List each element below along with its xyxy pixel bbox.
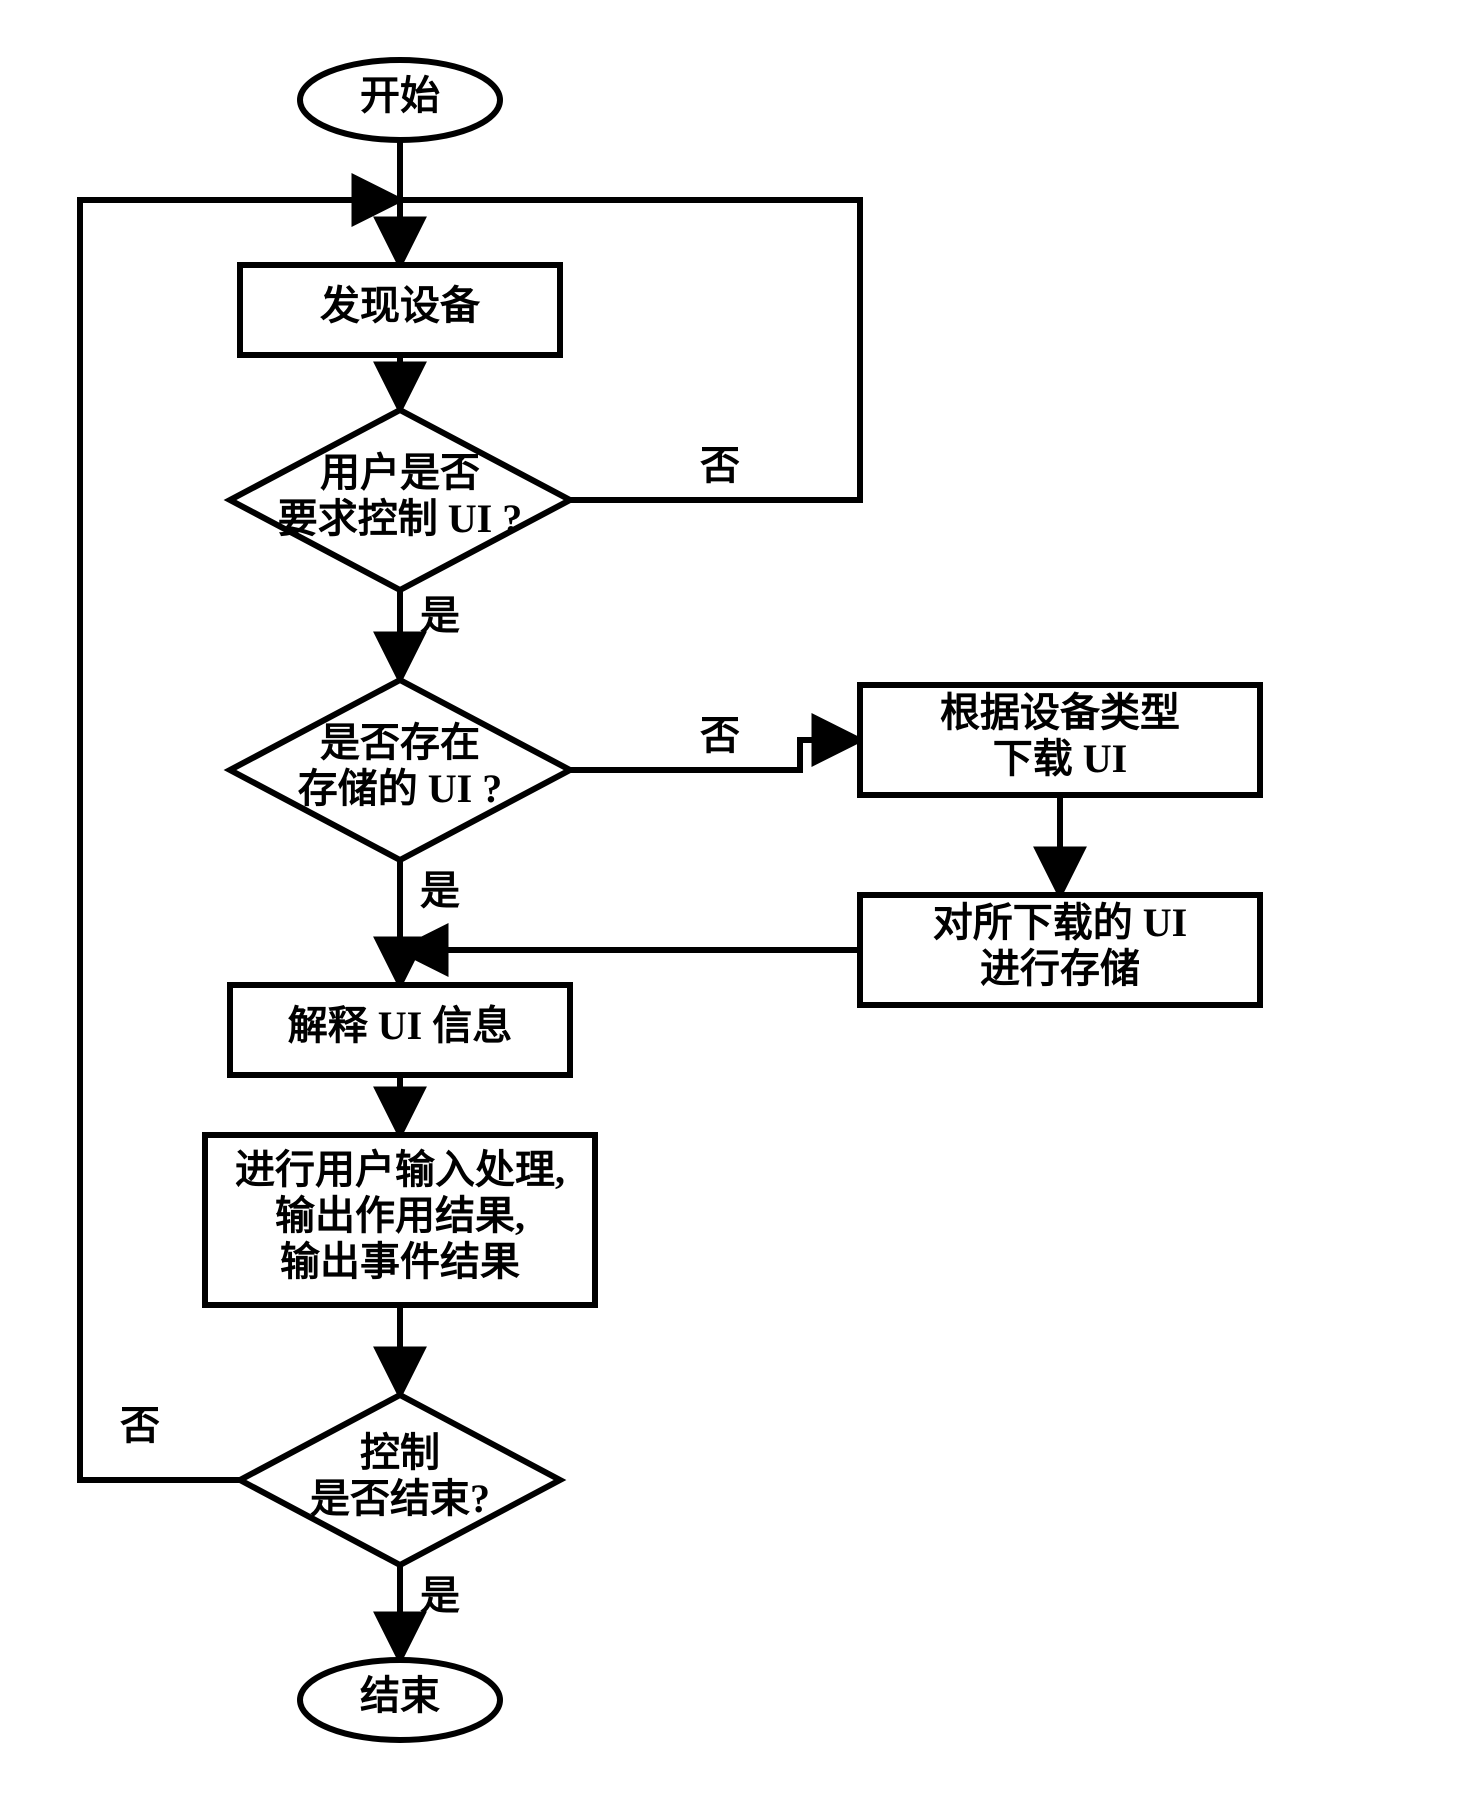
node-text: 要求控制 UI ? bbox=[278, 496, 522, 541]
node-text: 输出作用结果, bbox=[275, 1193, 525, 1238]
node-download: 根据设备类型下载 UI bbox=[860, 685, 1260, 795]
node-store: 对所下载的 UI进行存储 bbox=[860, 895, 1260, 1005]
node-text: 发现设备 bbox=[320, 283, 481, 328]
edge-label: 是 bbox=[420, 593, 460, 638]
node-text: 是否存在 bbox=[320, 720, 480, 765]
node-text: 存储的 UI ? bbox=[298, 766, 502, 811]
edge-label: 是 bbox=[420, 868, 460, 913]
node-text: 结束 bbox=[360, 1673, 440, 1718]
edge-label: 是 bbox=[420, 1573, 460, 1618]
node-text: 输出事件结果 bbox=[280, 1239, 520, 1284]
edge-label: 否 bbox=[120, 1403, 160, 1448]
node-text: 下载 UI bbox=[993, 736, 1127, 781]
edge-label: 否 bbox=[700, 713, 740, 758]
node-text: 开始 bbox=[360, 73, 440, 118]
node-d2: 是否存在存储的 UI ? bbox=[230, 680, 570, 860]
node-text: 根据设备类型 bbox=[940, 690, 1180, 735]
node-start: 开始 bbox=[300, 60, 500, 140]
node-text: 是否结束? bbox=[310, 1476, 490, 1521]
edge-label: 否 bbox=[700, 443, 740, 488]
node-text: 控制 bbox=[360, 1430, 440, 1475]
node-end: 结束 bbox=[300, 1660, 500, 1740]
node-text: 对所下载的 UI bbox=[933, 900, 1187, 945]
node-d1: 用户是否要求控制 UI ? bbox=[230, 410, 570, 590]
node-d3: 控制是否结束? bbox=[240, 1395, 560, 1565]
node-discover: 发现设备 bbox=[240, 265, 560, 355]
node-text: 进行用户输入处理, bbox=[235, 1147, 565, 1192]
node-interpret: 解释 UI 信息 bbox=[230, 985, 570, 1075]
node-text: 进行存储 bbox=[980, 946, 1140, 991]
node-text: 解释 UI 信息 bbox=[288, 1003, 512, 1048]
node-text: 用户是否 bbox=[320, 450, 480, 495]
node-process: 进行用户输入处理,输出作用结果,输出事件结果 bbox=[205, 1135, 595, 1305]
